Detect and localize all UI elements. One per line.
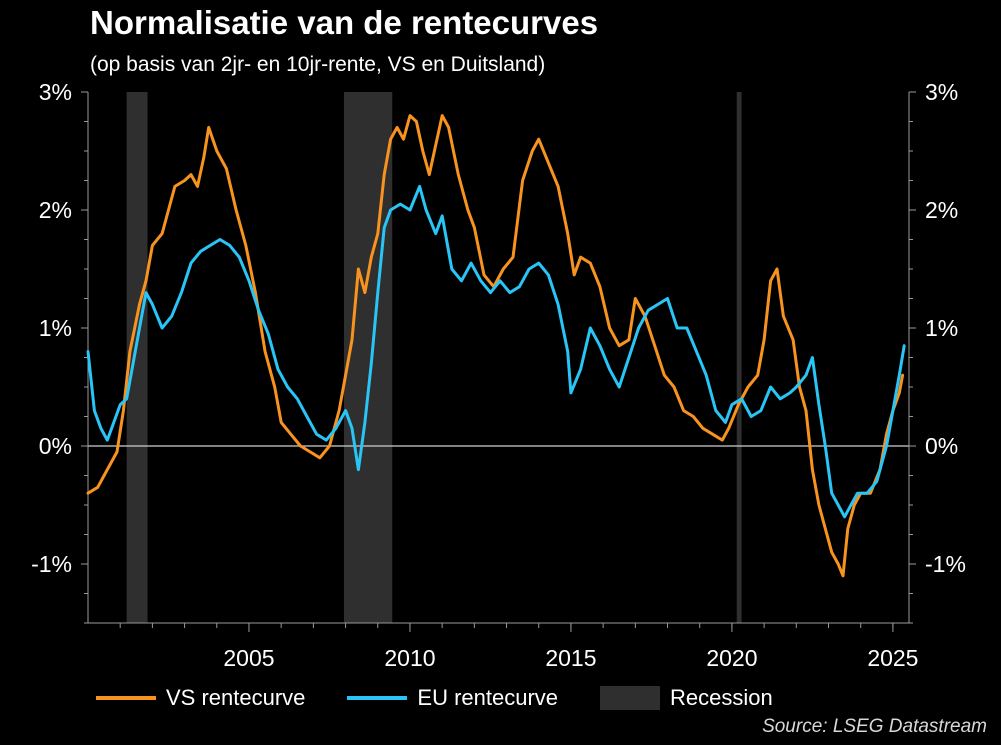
legend-swatch-us: [96, 696, 156, 700]
x-tick-label: 2025: [867, 645, 918, 671]
y-tick-label-right: 0%: [925, 433, 958, 459]
series-line-us: [86, 114, 905, 578]
y-tick-label-right: -1%: [925, 551, 966, 577]
y-tick-label-right: 1%: [925, 315, 958, 341]
legend: VS rentecurve EU rentecurve Recession: [96, 683, 815, 713]
legend-label-us: VS rentecurve: [166, 685, 306, 710]
recession-band-3: [736, 92, 742, 623]
x-tick-label: 2020: [706, 645, 757, 671]
y-tick-label-right: 2%: [925, 197, 958, 223]
legend-item-recession[interactable]: Recession: [600, 685, 773, 711]
x-tick-label: 2005: [223, 645, 274, 671]
chart-title: Normalisatie van de rentecurves: [90, 4, 599, 41]
legend-swatch-eu: [347, 696, 408, 700]
y-tick-label-left: 1%: [39, 315, 72, 341]
chart-subtitle: (op basis van 2jr- en 10jr-rente, VS en …: [90, 53, 546, 76]
legend-label-eu: EU rentecurve: [417, 685, 559, 710]
x-tick-label: 2015: [545, 645, 596, 671]
source-note: Source: LSEG Datastream: [762, 716, 987, 737]
y-tick-label-left: -1%: [31, 551, 72, 577]
legend-swatch-recession: [600, 686, 661, 710]
legend-label-recession: Recession: [670, 685, 773, 710]
recession-band-1: [126, 92, 148, 623]
y-tick-label-left: 3%: [39, 79, 72, 105]
y-tick-label-left: 2%: [39, 197, 72, 223]
legend-item-eu[interactable]: EU rentecurve: [347, 685, 558, 711]
chart-area: -1% -1% 0% 0% 1% 1% 2% 2% 3% 3% 2005 2010 2015 2020 20…: [31, 79, 966, 671]
legend-item-us[interactable]: VS rentecurve: [96, 685, 305, 711]
series-line-eu: [86, 184, 906, 519]
x-tick-label: 2010: [384, 645, 435, 671]
y-tick-label-left: 0%: [39, 433, 72, 459]
y-tick-label-right: 3%: [925, 79, 958, 105]
